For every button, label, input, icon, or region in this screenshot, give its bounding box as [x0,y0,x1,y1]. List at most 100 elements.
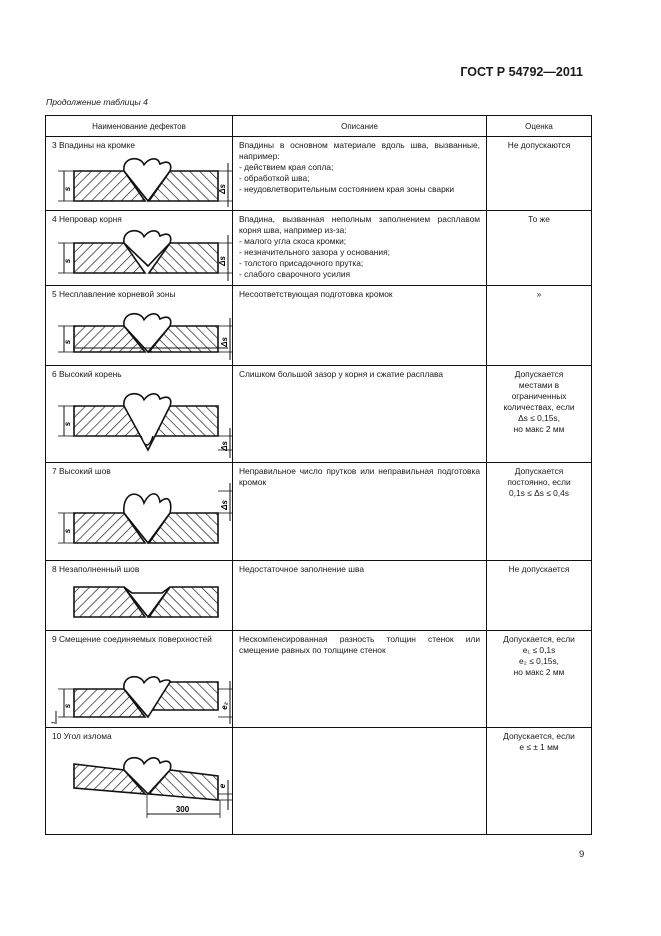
description-line: - толстого присадочного прутка; [239,258,364,268]
defect-description-cell: Впадина, вызванная неполным заполнением … [232,210,487,286]
defect-name-cell: 8 Незаполненный шов [45,560,233,631]
defect-name: 10 Угол излома [52,731,112,741]
evaluation-line: 0,1s ≤ Δs ≤ 0,4s [509,488,569,498]
document-code: ГОСТ Р 54792—2011 [460,65,583,79]
root-protrusion [140,435,154,446]
evaluation-line: Допускается [514,369,564,379]
table-row: 6 Высокий корень s Δs Слишком большой зазор… [45,365,592,463]
left-plate [73,586,147,618]
diagram-container: e 300 [52,742,232,831]
column-header-description: Описание [232,115,487,137]
weld-bead [123,675,172,719]
description-line: Впадины в основном материале вдоль шва, … [239,140,480,161]
length-label: 300 [176,805,190,814]
diagram-container [52,575,226,627]
evaluation-cell: » [486,285,592,366]
thickness-label: s [63,528,72,533]
offset-label: e₁ [47,721,56,724]
defect-description-cell: Неправильное число прутков или неправиль… [232,462,487,561]
description-line: - незначительного зазора у основания; [239,247,390,257]
description-line: - слабого сварочного усилия [239,269,351,279]
defect-description-cell: Несоответствующая подготовка кромок [232,285,487,366]
evaluation-cell: Не допускается [486,560,592,631]
evaluation-cell: Допускается постоянно, если 0,1s ≤ Δs ≤ 0,… [486,462,592,561]
weld-defect-diagram [73,586,219,619]
evaluation-line: но макс 2 мм [513,424,565,434]
evaluation-line: количествах, если [503,402,575,412]
weld-bead [123,157,172,203]
defect-name-cell: 3 Впадины на кромке s Δs [45,136,233,211]
table-row: 7 Высокий шов s Δs Неправильное число прутк… [45,462,592,561]
description-line: Недостаточное заполнение шва [239,564,365,574]
weld-bead [123,392,172,452]
defect-name: 5 Несплавление корневой зоны [52,289,176,299]
evaluation-line: e₁ ≤ 0,1s [522,645,556,655]
table-caption: Продолжение таблицы 4 [46,97,148,107]
evaluation-cell: Допускается, если e ≤ ± 1 мм [486,727,592,835]
evaluation-line: местами в [518,380,560,390]
table-row: 9 Смещение соединяемых поверхностей s e₂ e₁… [45,630,592,728]
table-row: 3 Впадины на кромке s Δs Впадины в основном… [45,136,592,211]
evaluation-cell: Не допускаются [486,136,592,211]
defects-table: Наименование дефектов Описание Оценка 3 … [45,115,592,835]
evaluation-line: » [536,289,542,299]
defect-description-cell: Недостаточное заполнение шва [232,560,487,631]
weld-bead [123,229,172,268]
weld-bead [123,493,172,545]
table-header-row: Наименование дефектов Описание Оценка [45,115,592,137]
weld-defect-diagram: s Δs [58,392,233,458]
defect-name-cell: 6 Высокий корень s Δs [45,365,233,463]
description-line: Несоответствующая подготовка кромок [239,289,393,299]
thickness-label: s [63,258,72,263]
thickness-label: s [63,339,72,344]
evaluation-line: e₂ ≤ 0,15s, [519,656,559,666]
defect-name-cell: 4 Непровар корня s Δs [45,210,233,286]
evaluation-line: То же [528,214,550,224]
evaluation-line: Допускается, если [503,731,575,741]
deviation-label: Δs [218,184,227,195]
weld-bead [123,756,172,796]
thickness-label: s [63,703,72,708]
evaluation-line: Допускается [514,466,564,476]
description-line: - обработкой шва; [239,173,310,183]
defect-description-cell: Слишком большой зазор у корня и сжатие р… [232,365,487,463]
defect-description-cell [232,727,487,835]
evaluation-line: Δs ≤ 0,15s, [518,413,560,423]
deviation-label: Δs [218,256,227,267]
defect-name-cell: 9 Смещение соединяемых поверхностей s e₂ e₁ [45,630,233,728]
diagram-container: s Δs [52,477,233,557]
deviation-label: Δs [220,500,229,511]
description-line: Нескомпенсированная разность толщин стен… [239,634,480,655]
description-line: Слишком большой зазор у корня и сжатие р… [239,369,444,379]
defect-description-cell: Впадины в основном материале вдоль шва, … [232,136,487,211]
weld-defect-diagram: s e₂ e₁ [47,675,233,724]
defect-name-cell: 7 Высокий шов s Δs [45,462,233,561]
diagram-container: s Δs [52,225,232,282]
weld-defect-diagram: s Δs [58,312,233,360]
description-line: - действием края сопла; [239,162,334,172]
deviation-label: e₂ [220,702,229,710]
evaluation-cell: Допускается, если e₁ ≤ 0,1s e₂ ≤ 0,15s, но … [486,630,592,728]
weld-defect-diagram: s Δs [58,157,232,207]
defect-name: 6 Высокий корень [52,369,122,379]
defect-name: 4 Непровар корня [52,214,122,224]
table-row: 10 Угол излома e 300 Допускается, если e ≤ ±… [45,727,592,835]
defect-name: 7 Высокий шов [52,466,111,476]
table-row: 4 Непровар корня s Δs Впадина, вызванная не… [45,210,592,286]
defect-description-cell: Нескомпенсированная разность толщин стен… [232,630,487,728]
description-line: Неправильное число прутков или неправиль… [239,466,480,487]
evaluation-cell: То же [486,210,592,286]
defect-name: 8 Незаполненный шов [52,564,140,574]
column-header-evaluation: Оценка [486,115,592,137]
evaluation-line: но макс 2 мм [513,667,565,677]
weld-defect-diagram: e 300 [73,756,232,818]
diagram-container: s Δs [52,300,233,362]
left-plate [73,325,147,353]
evaluation-line: постоянно, если [507,477,571,487]
weld-bead [123,312,172,354]
evaluation-line: Не допускается [508,564,570,574]
defect-name-cell: 5 Несплавление корневой зоны s Δs [45,285,233,366]
column-header-name: Наименование дефектов [45,115,233,137]
diagram-container: s Δs [52,151,232,207]
thickness-label: s [63,421,72,426]
